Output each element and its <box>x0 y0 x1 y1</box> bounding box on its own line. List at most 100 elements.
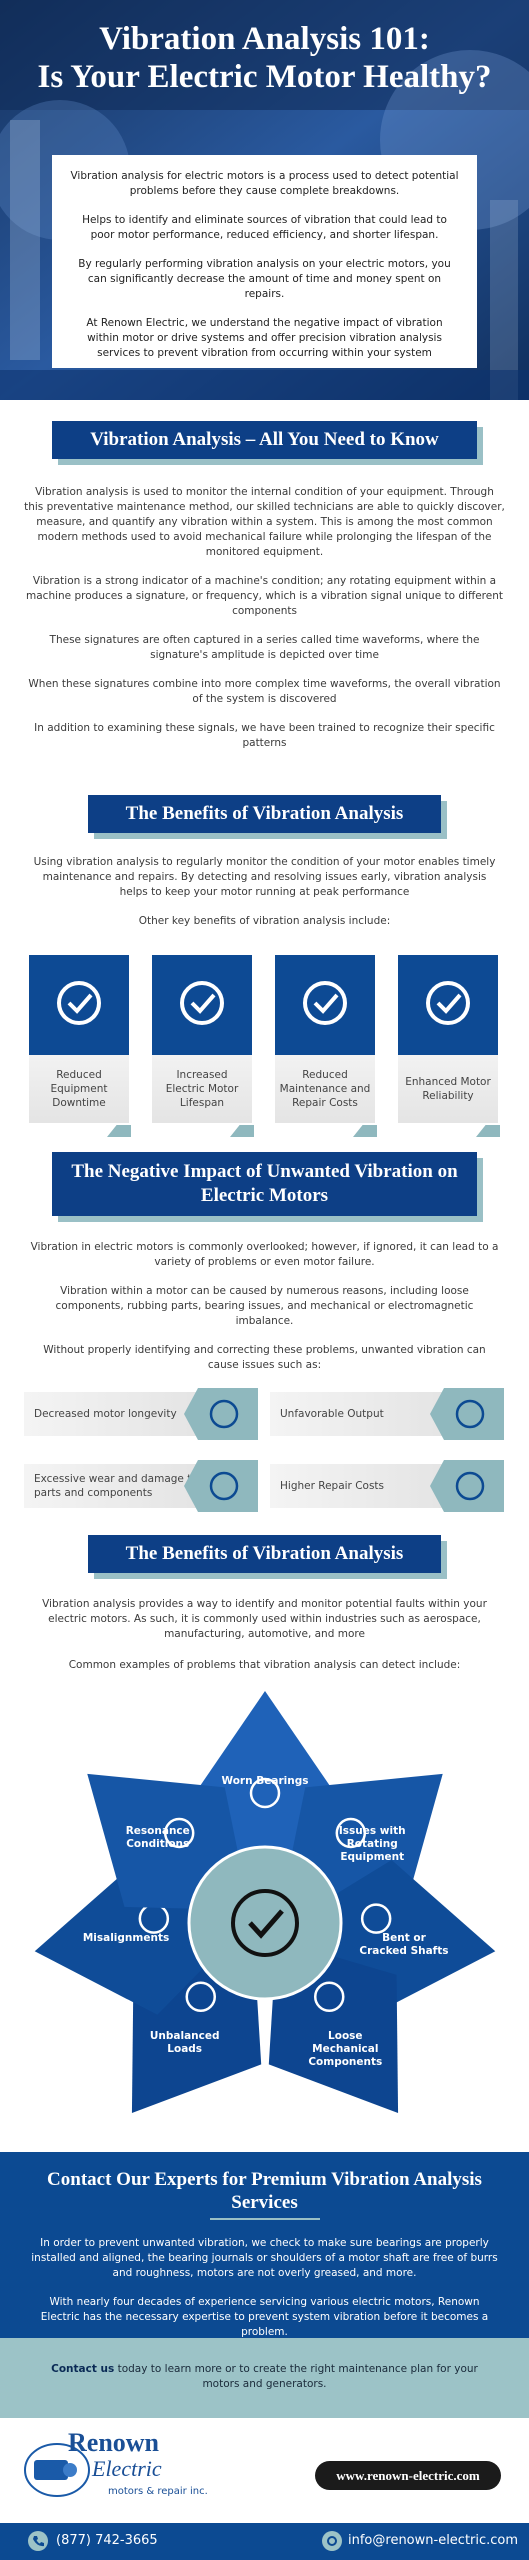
problem-icon <box>249 1777 281 1809</box>
paragraph: Vibration in electric motors is commonly… <box>30 1241 499 1268</box>
paragraph: At Renown Electric, we understand the ne… <box>86 317 443 359</box>
icon-shape <box>430 1460 504 1512</box>
section-heading: The Benefits of Vibration Analysis <box>88 1535 441 1573</box>
paragraph: In addition to examining these signals, … <box>34 722 495 749</box>
paragraph: Vibration analysis for electric motors i… <box>70 170 459 197</box>
card-icon <box>57 981 101 1025</box>
card-accent <box>230 1125 254 1137</box>
problem-label: Issues with Rotating Equipment <box>338 1825 406 1863</box>
footer-bar <box>0 2523 529 2560</box>
card-accent <box>107 1125 131 1137</box>
paragraph: Vibration analysis is used to monitor th… <box>24 486 505 558</box>
paragraph: Vibration is a strong indicator of a mac… <box>26 575 503 617</box>
paragraph: Vibration within a motor can be caused b… <box>55 1285 474 1327</box>
intro-box: Vibration analysis for electric motors i… <box>52 155 477 368</box>
icon-shape <box>455 1471 485 1501</box>
problem-icon <box>185 1981 217 2012</box>
benefit-card: Increased Electric Motor Lifespan <box>152 955 252 1123</box>
website-link[interactable]: www.renown-electric.com <box>315 2461 501 2490</box>
issue-item: Decreased motor longevity <box>24 1388 258 1440</box>
card-label: Reduced Equipment Downtime <box>29 1055 129 1123</box>
paragraph: In order to prevent unwanted vibration, … <box>31 2237 498 2279</box>
check-circle <box>231 1889 299 1957</box>
problem-diagram <box>34 1691 496 2114</box>
paragraph: Without properly identifying and correct… <box>43 1344 486 1371</box>
section-heading: The Negative Impact of Unwanted Vibratio… <box>52 1152 477 1216</box>
issue-icon <box>184 1388 258 1440</box>
icon-shape <box>209 1471 239 1501</box>
card-icon-area <box>275 955 375 1055</box>
email[interactable]: info@renown-electric.com <box>348 2533 519 2548</box>
problem-icon <box>313 1981 345 2012</box>
issue-item: Excessive wear and damage to parts and c… <box>24 1460 258 1512</box>
card-accent <box>476 1125 500 1137</box>
contact-section <box>0 2152 529 2338</box>
center-circle <box>187 1845 343 2001</box>
contact-heading: Contact Our Experts for Premium Vibratio… <box>47 2169 482 2213</box>
issue-icon <box>184 1460 258 1512</box>
issue-icon <box>430 1388 504 1440</box>
card-icon-area <box>398 955 498 1055</box>
icon-shape <box>209 1399 239 1429</box>
cta-text: Contact us today to learn more or to cre… <box>40 2362 489 2392</box>
title-line: Vibration Analysis 101: <box>99 21 430 57</box>
problem-label: Worn Bearings <box>221 1775 309 1787</box>
card-label: Increased Electric Motor Lifespan <box>152 1055 252 1123</box>
divider <box>210 2218 320 2220</box>
email-icon <box>322 2531 342 2551</box>
card-label: Reduced Maintenance and Repair Costs <box>275 1055 375 1123</box>
issue-icon <box>430 1460 504 1512</box>
card-icon-area <box>152 955 252 1055</box>
benefit-card: Enhanced Motor Reliability <box>398 955 498 1123</box>
icon-shape <box>184 1388 258 1440</box>
icon-shape <box>67 993 93 1014</box>
issue-item: Unfavorable Output <box>270 1388 504 1440</box>
problem-icon <box>360 1903 392 1934</box>
icon-shape <box>303 981 347 1025</box>
paragraph: With nearly four decades of experience s… <box>40 2296 489 2338</box>
icon-shape <box>190 993 216 1014</box>
cta-band <box>0 2338 529 2418</box>
icon-shape <box>455 1399 485 1429</box>
detection-text: Vibration analysis provides a way to ide… <box>30 1597 499 1687</box>
benefits-text: Using vibration analysis to regularly mo… <box>30 855 499 943</box>
icon-shape <box>184 1460 258 1512</box>
card-icon-area <box>29 955 129 1055</box>
problem-icon <box>163 1817 195 1849</box>
card-icon <box>180 981 224 1025</box>
lead: Common examples of problems that vibrati… <box>68 1659 461 1671</box>
problem-label: Resonance Conditions <box>125 1825 190 1850</box>
paragraph: When these signatures combine into more … <box>28 678 501 705</box>
lead: Other key benefits of vibration analysis… <box>138 915 391 927</box>
problem-label: Misalignments <box>82 1932 170 1945</box>
problem-label: Loose Mechanical Components <box>308 2029 383 2068</box>
logo-name: Renown <box>68 2428 160 2457</box>
phone[interactable]: (877) 742-3665 <box>56 2533 158 2548</box>
paragraph: Using vibration analysis to regularly mo… <box>33 856 496 898</box>
card-icon <box>303 981 347 1025</box>
icon-shape <box>180 981 224 1025</box>
paragraph: These signatures are often captured in a… <box>49 634 480 661</box>
paragraph: Helps to identify and eliminate sources … <box>82 214 447 241</box>
header-title: Vibration Analysis 101: Is Your Electric… <box>0 20 529 96</box>
icon-shape <box>57 981 101 1025</box>
paragraph: Vibration analysis provides a way to ide… <box>42 1598 487 1640</box>
phone-icon <box>28 2531 48 2551</box>
cta-link[interactable]: Contact us <box>51 2363 115 2375</box>
card-icon <box>426 981 470 1025</box>
logo-mark <box>24 2443 90 2497</box>
benefit-card: Reduced Maintenance and Repair Costs <box>275 955 375 1123</box>
contact-text: In order to prevent unwanted vibration, … <box>30 2236 499 2354</box>
icon-shape <box>426 981 470 1025</box>
logo-tagline: motors & repair inc. <box>108 2486 208 2497</box>
problem-icon <box>335 1817 367 1849</box>
icon-shape <box>436 993 462 1014</box>
icon-shape <box>430 1388 504 1440</box>
cta-body: today to learn more or to create the rig… <box>117 2363 478 2390</box>
issue-item: Higher Repair Costs <box>270 1460 504 1512</box>
icon-shape <box>313 993 339 1014</box>
section-heading: Vibration Analysis – All You Need to Kno… <box>52 421 477 459</box>
check-mark <box>248 1909 284 1939</box>
overview-text: Vibration analysis is used to monitor th… <box>24 485 505 765</box>
